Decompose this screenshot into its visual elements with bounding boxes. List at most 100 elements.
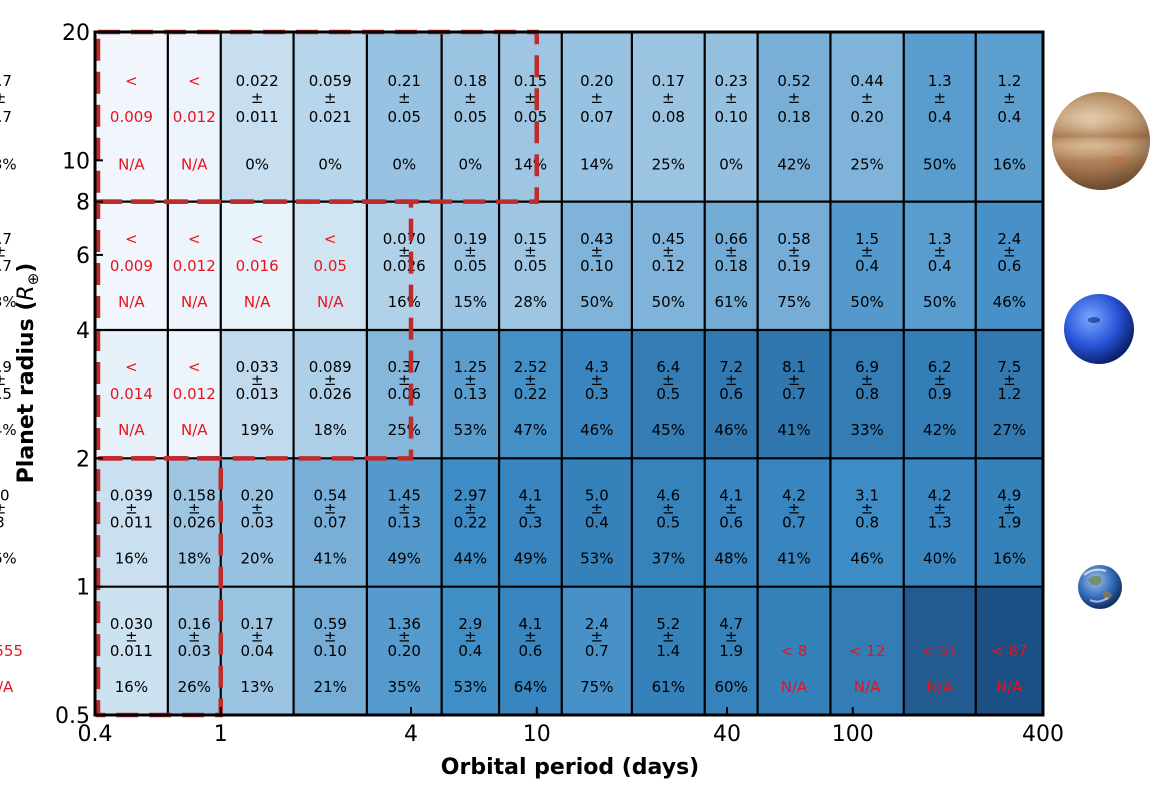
earth-icon xyxy=(1078,565,1122,609)
cell-rate: 0.44 xyxy=(850,72,883,90)
cell-percent: N/A xyxy=(118,293,145,311)
cell-percent: N/A xyxy=(181,293,208,311)
cell-pm: ± xyxy=(188,628,201,646)
cell-pm: ± xyxy=(464,628,477,646)
cell-uncertainty: 0.18 xyxy=(714,257,747,275)
cell-pm: ± xyxy=(251,628,264,646)
heatmap-cell: <0.05 N/A xyxy=(293,201,367,330)
cell-fill xyxy=(366,586,442,715)
cell-rate: 1.25 xyxy=(454,358,487,376)
cell-pm: ± xyxy=(725,89,738,107)
cell-fill xyxy=(220,586,294,715)
heatmap-cell: < 8 N/A xyxy=(757,586,831,715)
cell-percent: N/A xyxy=(118,155,145,173)
cell-pm: ± xyxy=(861,371,874,389)
cell-percent: 16% xyxy=(115,678,148,696)
cell-rate: 4.6 xyxy=(656,487,680,505)
cell-percent: 35% xyxy=(388,678,421,696)
cell-pm: ± xyxy=(398,89,411,107)
cell-fill xyxy=(975,458,1043,587)
plot-frame xyxy=(93,30,1045,717)
cell-fill xyxy=(757,586,831,715)
heatmap-cell: 0.17±0.08 25% xyxy=(631,32,705,202)
cell-limit: 0.009 xyxy=(110,257,153,275)
cell-rate: 0.030 xyxy=(110,615,153,633)
cell-fill xyxy=(975,32,1043,202)
cell-rate: 6.2 xyxy=(928,358,952,376)
cell-rate: 0.059 xyxy=(309,72,352,90)
cell-rate: 0.54 xyxy=(314,487,347,505)
heatmap-cell: 1.2±0.4 16% xyxy=(975,32,1043,202)
cell-fill xyxy=(631,32,705,202)
cell-percent: 50% xyxy=(580,293,613,311)
cell-fill xyxy=(561,201,632,330)
heatmap-cell: 0.23±0.10 0% xyxy=(704,32,758,202)
cell-fill xyxy=(95,32,168,202)
cell-rate: 2.52 xyxy=(514,358,547,376)
cell-rate: 1.7 xyxy=(0,230,12,248)
heatmap-cell: 0.20±0.07 14% xyxy=(561,32,632,202)
cell-percent: N/A xyxy=(181,421,208,439)
cell-rate: 0.15 xyxy=(514,72,547,90)
heatmap-cell: <0.014 N/A xyxy=(95,329,168,459)
heatmap-cell: 0.16±0.03 26% xyxy=(167,586,221,715)
heatmap-cell: 0.15±0.05 14% xyxy=(499,32,562,202)
cell-fill xyxy=(95,586,168,715)
heatmap-cell: 0.43±0.10 50% xyxy=(561,201,632,330)
cell-percent: 46% xyxy=(580,421,613,439)
cell-rate: 2.97 xyxy=(454,487,487,505)
cell-rate: 1.3 xyxy=(928,230,952,248)
heatmap-cell: 4.6±0.5 37% xyxy=(631,458,705,587)
cell-fill xyxy=(293,586,367,715)
heatmap-cell: 6.2±0.9 42% xyxy=(903,329,976,459)
heatmap-cell: 4.2±0.7 41% xyxy=(757,458,831,587)
heatmap-cell: 1.36±0.20 35% xyxy=(366,586,442,715)
cell-percent: N/A xyxy=(317,293,344,311)
cell-rate: 4.2 xyxy=(782,487,806,505)
cell-fill xyxy=(441,32,500,202)
cell-fill xyxy=(167,586,221,715)
cell-rate: 0.52 xyxy=(777,72,810,90)
cell-fill xyxy=(499,201,562,330)
cell-limit-sign: < xyxy=(251,230,264,248)
cell-pm: ± xyxy=(591,628,604,646)
cell-pm: ± xyxy=(0,371,6,389)
cell-uncertainty: 0.7 xyxy=(782,385,806,403)
cell-fill xyxy=(95,458,168,587)
cell-limit: 0.009 xyxy=(110,108,153,126)
heatmap-cell: 0.158±0.026 18% xyxy=(167,458,221,587)
heatmap-cell: <0.012 N/A xyxy=(167,329,221,459)
cell-percent: 48% xyxy=(714,549,747,567)
cell-pm: ± xyxy=(861,499,874,517)
cell-percent: 50% xyxy=(923,293,956,311)
y-tick-label: 4 xyxy=(76,319,90,344)
cell-limit: < 555 xyxy=(0,642,23,660)
cell-uncertainty: 0.4 xyxy=(855,257,879,275)
cell-uncertainty: 0.026 xyxy=(173,513,216,531)
cell-fill xyxy=(167,201,221,330)
cell-pm: ± xyxy=(662,628,675,646)
heatmap-cell: 1.5±0.4 50% xyxy=(830,201,904,330)
cell-uncertainty: 0.07 xyxy=(580,108,613,126)
cell-uncertainty: 0.4 xyxy=(585,513,609,531)
cell-percent: 16% xyxy=(993,549,1026,567)
cell-percent: 0% xyxy=(392,155,416,173)
cell-rate: 5.2 xyxy=(656,615,680,633)
cell-fill xyxy=(366,32,442,202)
heatmap-cell: 1.25±0.13 53% xyxy=(441,329,500,459)
cell-percent: 53% xyxy=(580,549,613,567)
cell-uncertainty: 0.9 xyxy=(928,385,952,403)
heatmap-cell: <0.012 N/A xyxy=(167,201,221,330)
cell-rate: 0.089 xyxy=(309,358,352,376)
cell-pm: ± xyxy=(398,371,411,389)
cell-rate: 4.1 xyxy=(518,615,542,633)
cell-limit: 0.014 xyxy=(110,385,153,403)
cell-uncertainty: 0.4 xyxy=(928,108,952,126)
cell-fill xyxy=(167,458,221,587)
cell-rate: 1.2 xyxy=(997,72,1021,90)
axis-ticks: 0.4 1 4 10 40 100 400 0.5 1 2 4 6 8 10 20 xyxy=(55,21,1064,747)
cell-rate: 0.19 xyxy=(454,230,487,248)
cell-fill xyxy=(95,329,168,459)
